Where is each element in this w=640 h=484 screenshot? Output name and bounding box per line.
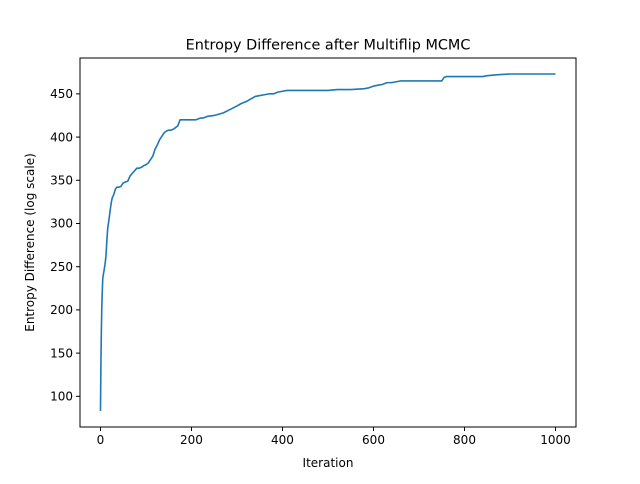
x-tick-label: 600 [362, 433, 385, 447]
x-tick-label: 400 [271, 433, 294, 447]
plot-area [99, 73, 556, 412]
y-axis-label: Entropy Difference (log scale) [23, 153, 37, 332]
y-tick-label: 200 [50, 303, 73, 317]
series-line-0 [99, 73, 556, 412]
y-tick-label: 150 [50, 346, 73, 360]
y-axis: 100 150 200 250 300 350 400 450 [50, 87, 80, 404]
x-tick-label: 200 [180, 433, 203, 447]
x-axis: 0 200 400 600 800 1000 [97, 427, 571, 447]
x-tick-label: 0 [97, 433, 105, 447]
y-tick-label: 350 [50, 173, 73, 187]
axes-frame [79, 57, 577, 428]
x-tick-label: 800 [453, 433, 476, 447]
y-tick-label: 450 [50, 87, 73, 101]
x-tick-label: 1000 [540, 433, 571, 447]
y-tick-label: 100 [50, 390, 73, 404]
y-tick-label: 250 [50, 260, 73, 274]
y-tick-label: 300 [50, 217, 73, 231]
y-tick-label: 400 [50, 130, 73, 144]
x-axis-label: Iteration [303, 456, 354, 470]
chart-title: Entropy Difference after Multiflip MCMC [186, 38, 471, 54]
